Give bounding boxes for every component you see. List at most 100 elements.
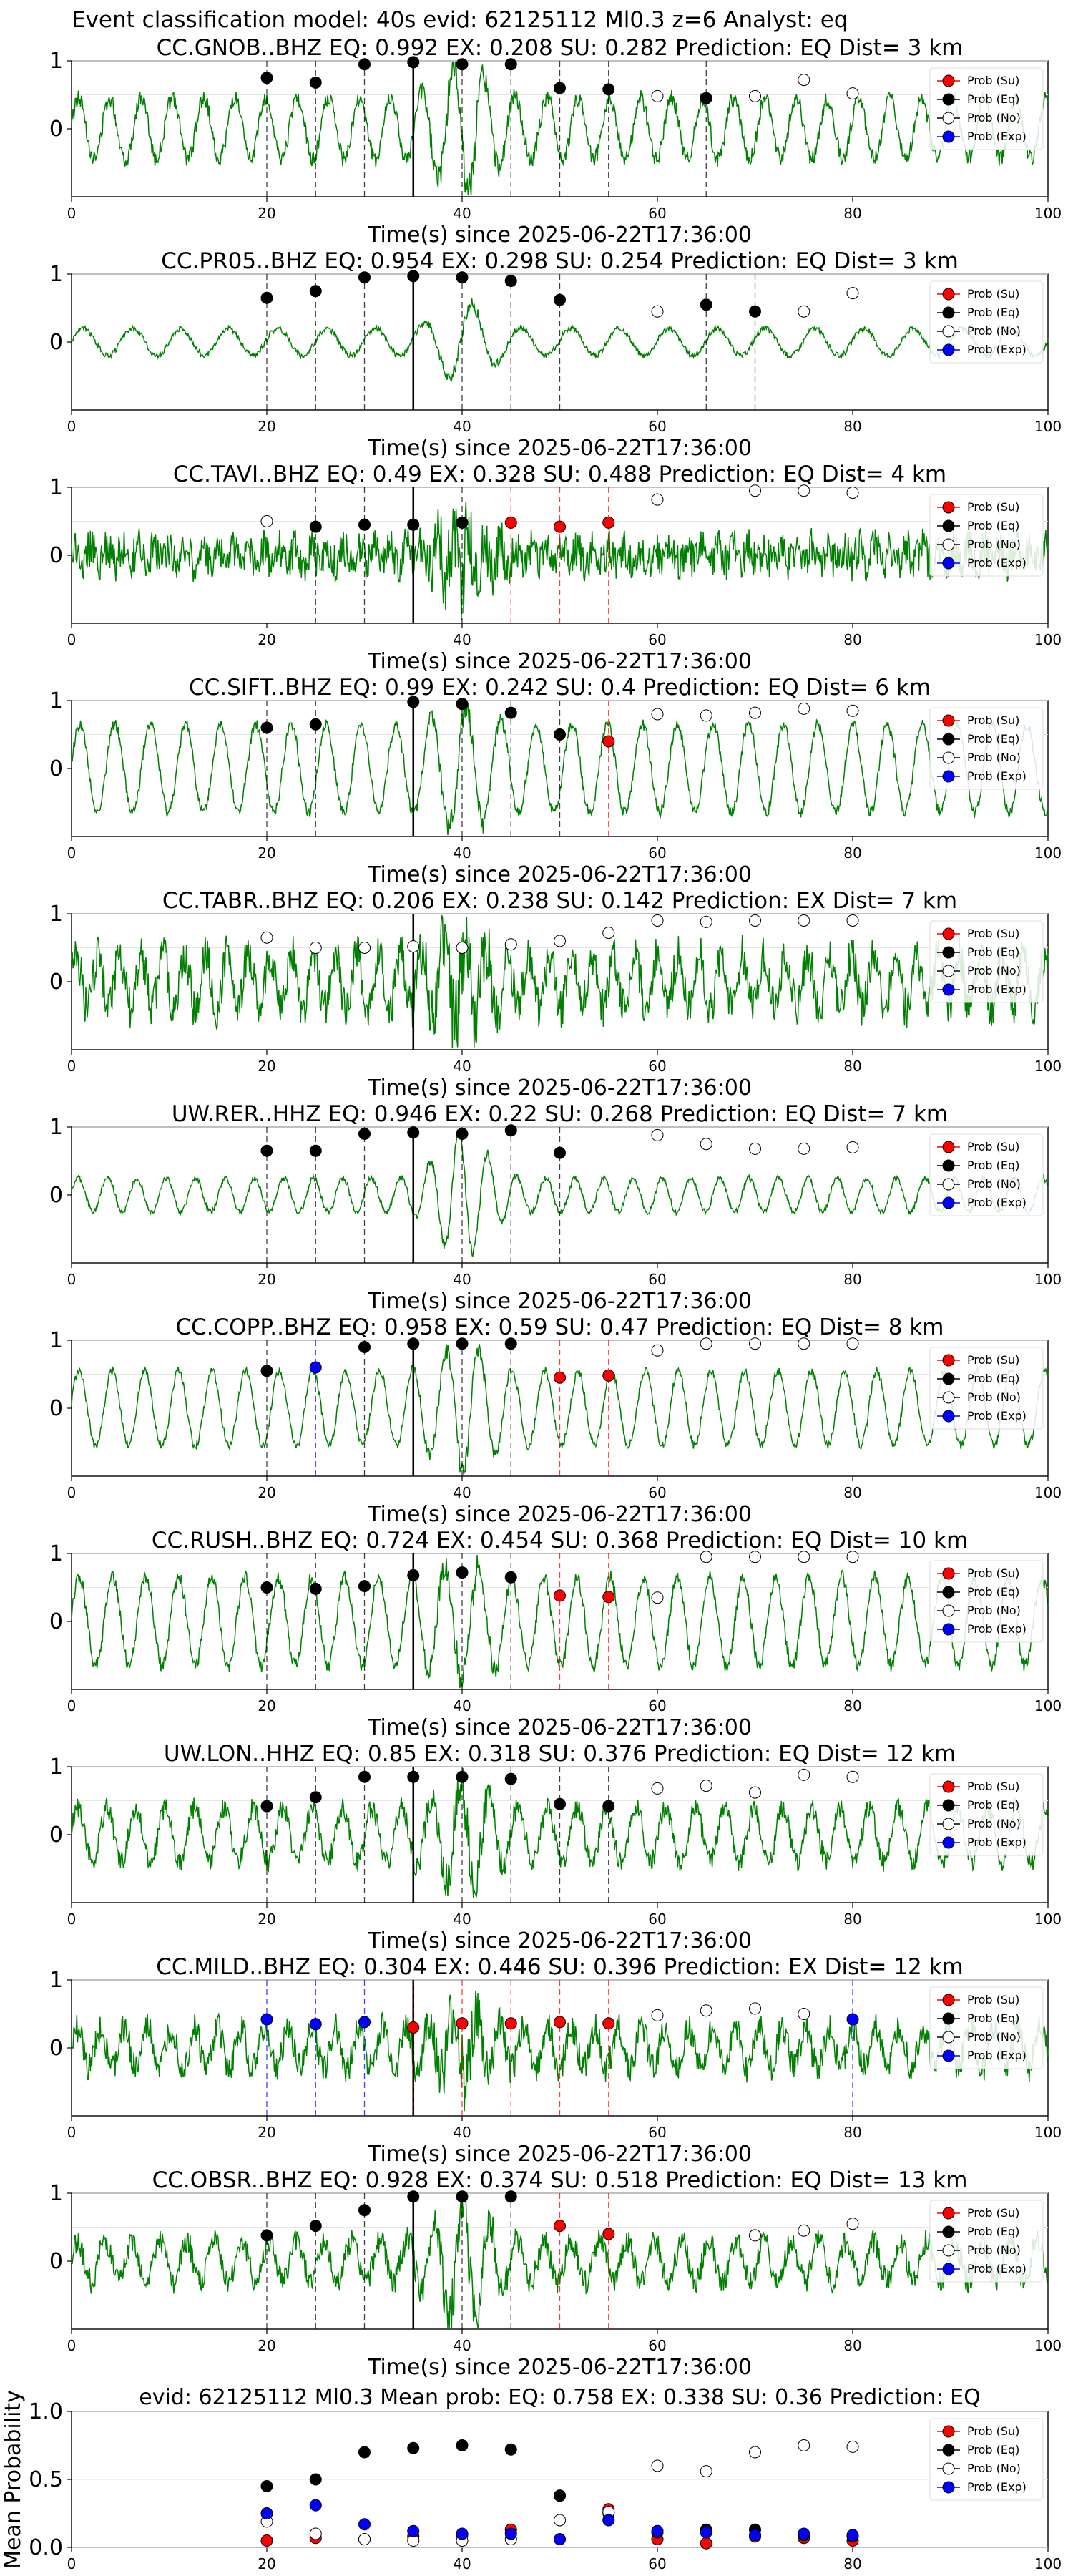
prob-marker-eq [456, 1770, 469, 1783]
x-tick-label: 40 [453, 1697, 471, 1714]
prob-marker-su [554, 2016, 566, 2029]
x-tick-label: 60 [648, 205, 666, 222]
prob-marker-su [456, 2017, 469, 2030]
prob-marker-eq [456, 1128, 469, 1140]
legend-label-su: Prob (Su) [967, 74, 1019, 87]
panel-title: CC.TAVI..BHZ EQ: 0.49 EX: 0.328 SU: 0.48… [173, 462, 946, 487]
legend-marker-no [942, 1391, 955, 1404]
prob-marker-no [700, 1337, 712, 1350]
prob-marker-su [504, 2017, 517, 2030]
legend-marker-eq [942, 1586, 955, 1599]
legend-marker-su [942, 1141, 955, 1153]
legend-marker-exp [942, 2481, 955, 2494]
panel-title: CC.GNOB..BHZ EQ: 0.992 EX: 0.208 SU: 0.2… [157, 35, 964, 61]
x-tick-label: 20 [258, 1697, 275, 1714]
x-tick-label: 40 [453, 844, 471, 862]
summary-title: evid: 62125112 Ml0.3 Mean prob: EQ: 0.75… [139, 2385, 980, 2410]
prob-marker-no [749, 2002, 761, 2015]
prob-marker-eq [309, 2220, 322, 2233]
x-tick-label: 100 [1034, 205, 1062, 222]
legend-marker-exp [942, 2049, 955, 2062]
prob-marker-eq [358, 58, 371, 71]
legend-label-no: Prob (No) [967, 2243, 1021, 2257]
legend-marker-eq [942, 733, 955, 746]
x-tick-label: 100 [1034, 1911, 1062, 1928]
y-tick-label: 1.0 [29, 2399, 63, 2424]
prob-marker-eq [407, 1770, 420, 1783]
x-axis-label: Time(s) since 2025-06-22T17:36:00 [367, 1502, 752, 1527]
y-tick-label: 1 [49, 49, 63, 74]
legend-box [929, 67, 1044, 150]
x-tick-label: 60 [648, 2124, 666, 2141]
legend-label-exp: Prob (Exp) [967, 2480, 1027, 2494]
prob-marker-no [798, 2224, 810, 2237]
panel-5: UW.RER..HHZ EQ: 0.946 EX: 0.22 SU: 0.268… [49, 1101, 1062, 1314]
x-tick-label: 80 [843, 2337, 861, 2354]
prob-marker-eq [554, 1146, 566, 1159]
legend-marker-no [942, 1604, 955, 1617]
legend-marker-exp [942, 130, 955, 143]
panel-title: CC.MILD..BHZ EQ: 0.304 EX: 0.446 SU: 0.3… [156, 1954, 963, 1980]
prob-marker-eq [504, 1772, 517, 1785]
mean-prob-point-exp [602, 2514, 615, 2527]
prob-marker-eq [456, 2190, 469, 2203]
legend-marker-no [942, 2244, 955, 2257]
y-tick-label: 0 [49, 756, 63, 781]
prob-marker-eq [456, 698, 469, 711]
mean-prob-point-su [700, 2537, 712, 2550]
prob-marker-eq [309, 285, 322, 298]
prob-marker-eq [358, 1128, 371, 1140]
legend-marker-no [942, 325, 955, 338]
prob-marker-eq [358, 1770, 371, 1783]
mean-prob-point-eq [504, 2443, 517, 2456]
waveform-trace [71, 701, 1049, 836]
prob-marker-eq [554, 293, 566, 306]
mean-prob-point-eq [260, 2480, 273, 2492]
legend-marker-eq [942, 946, 955, 959]
panel-title: UW.LON..HHZ EQ: 0.85 EX: 0.318 SU: 0.376… [164, 1741, 956, 1767]
x-tick-label: 60 [648, 1697, 666, 1714]
legend-marker-exp [942, 983, 955, 996]
x-tick-label: 100 [1034, 2337, 1062, 2354]
y-tick-label: 0 [49, 117, 63, 142]
mean-prob-point-eq [358, 2446, 371, 2459]
y-tick-label: 0 [49, 1609, 63, 1634]
panel-title: CC.TABR..BHZ EQ: 0.206 EX: 0.238 SU: 0.1… [162, 888, 957, 914]
prob-marker-eq [260, 1581, 273, 1594]
prob-marker-no [407, 940, 420, 953]
legend-label-no: Prob (No) [967, 537, 1021, 551]
x-tick-label: 100 [1034, 1058, 1062, 1075]
x-tick-label: 80 [843, 1697, 861, 1714]
legend-marker-no [942, 1818, 955, 1830]
y-tick-label: 0 [49, 1823, 63, 1848]
panel-4: CC.TABR..BHZ EQ: 0.206 EX: 0.238 SU: 0.1… [49, 888, 1062, 1101]
prob-marker-eq [504, 1124, 517, 1137]
y-tick-label: 0 [49, 1396, 63, 1421]
x-tick-label: 0 [67, 1697, 77, 1714]
prob-marker-no [700, 1551, 712, 1563]
legend-label-su: Prob (Su) [967, 1780, 1019, 1793]
prob-marker-no [749, 1551, 761, 1563]
y-tick-label: 0 [49, 2249, 63, 2274]
prob-marker-no [651, 1782, 664, 1795]
prob-marker-eq [554, 1797, 566, 1810]
mean-prob-point-no [846, 2440, 859, 2453]
prob-marker-no [260, 515, 273, 527]
mean-prob-point-no [554, 2514, 566, 2527]
mean-prob-point-no [749, 2446, 761, 2459]
panel-9: CC.MILD..BHZ EQ: 0.304 EX: 0.446 SU: 0.3… [49, 1954, 1062, 2167]
legend-label-exp: Prob (Exp) [967, 982, 1027, 996]
legend-label-eq: Prob (Eq) [967, 1798, 1019, 1812]
x-axis-label: Time(s) since 2025-06-22T17:36:00 [367, 1715, 752, 1740]
legend-box [929, 1773, 1044, 1856]
x-tick-label: 20 [258, 1911, 275, 1928]
prob-marker-no [846, 2218, 859, 2230]
x-tick-label: 40 [453, 1484, 471, 1501]
prob-marker-su [602, 2017, 615, 2030]
legend-label-su: Prob (Su) [967, 1353, 1019, 1367]
prob-marker-no [651, 305, 664, 318]
legend-marker-su [942, 288, 955, 301]
prob-marker-no [651, 708, 664, 721]
prob-marker-eq [358, 1580, 371, 1593]
y-tick-label: 1 [49, 1755, 63, 1780]
